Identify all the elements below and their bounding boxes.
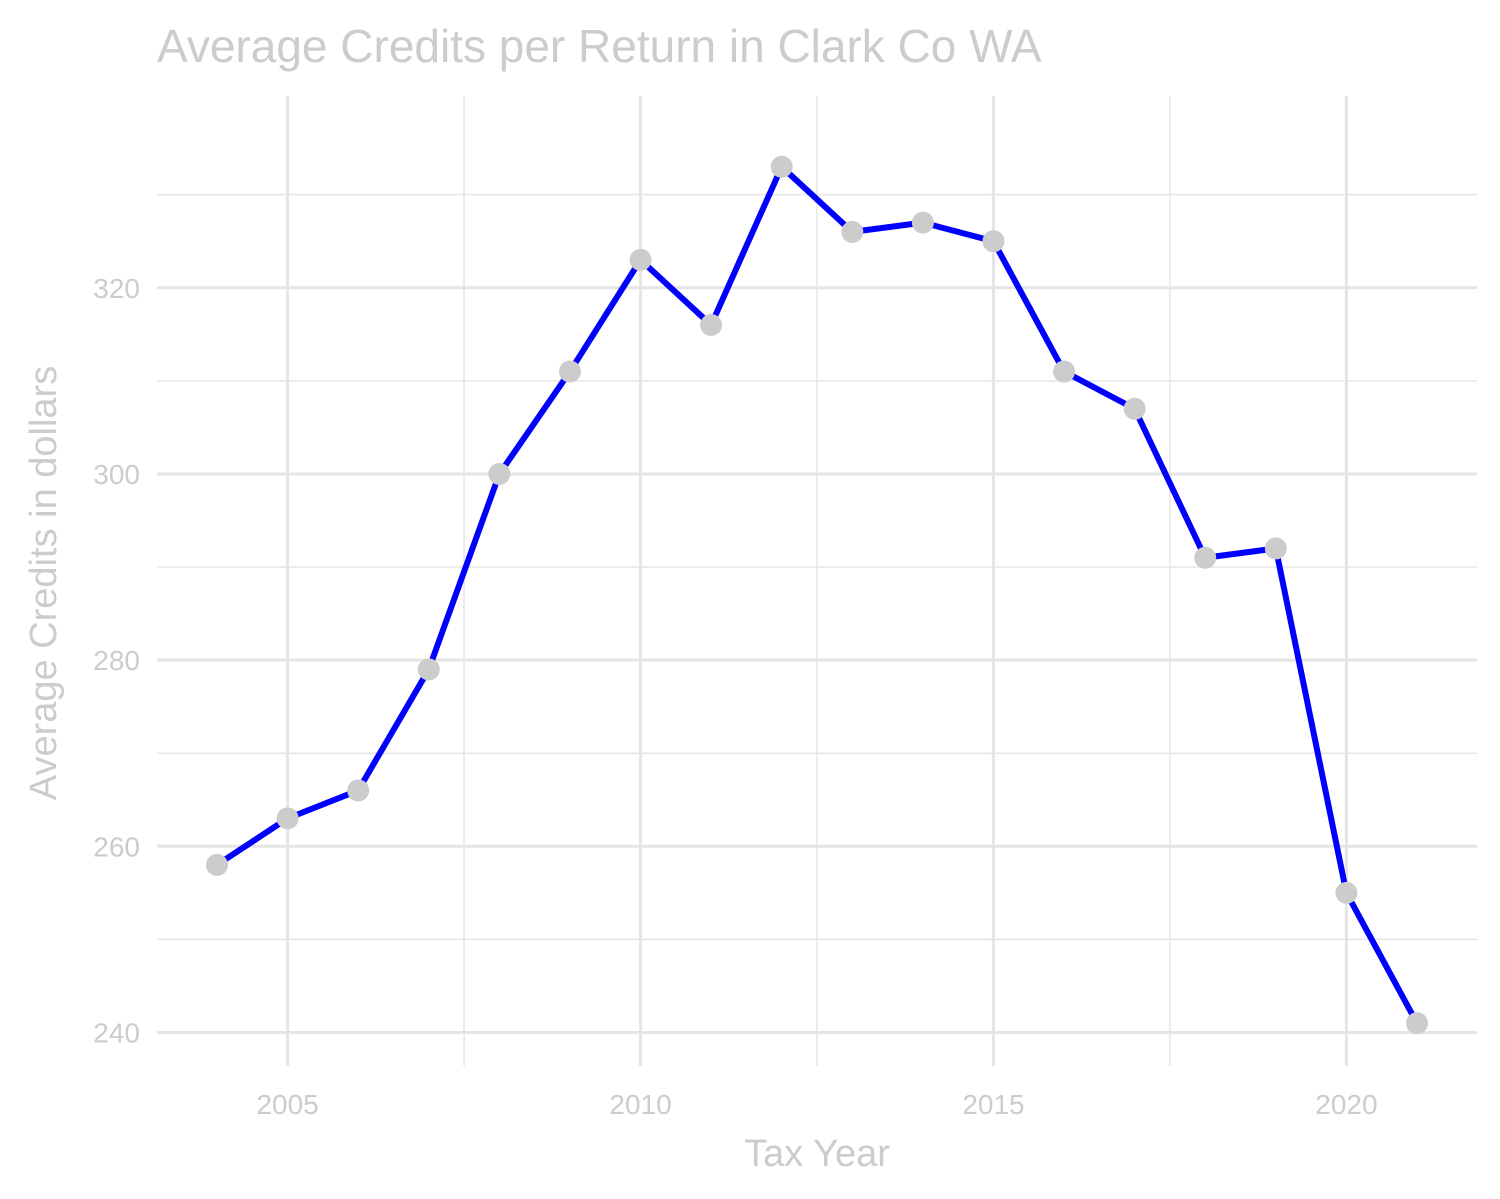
series-line [214,163,1420,1027]
y-axis-ticks: 240 260 280 300 320 [93,273,140,1049]
data-point [1335,881,1358,904]
data-point [1194,546,1217,569]
y-tick-label: 240 [93,1017,140,1048]
data-point [347,779,370,802]
x-tick-label: 2005 [256,1089,318,1120]
data-point [1264,537,1287,560]
minor-gridlines [157,96,1477,1066]
data-point [1123,397,1146,420]
y-tick-label: 280 [93,645,140,676]
chart-title: Average Credits per Return in Clark Co W… [157,20,1042,72]
data-point [700,314,723,337]
data-point [417,658,440,681]
data-point [488,462,511,485]
data-point [911,211,934,234]
data-point [276,807,299,830]
series-layer [214,163,1420,1027]
x-tick-label: 2020 [1315,1089,1377,1120]
y-axis-title: Average Credits in dollars [23,366,65,800]
data-point [629,248,652,271]
y-tick-label: 260 [93,831,140,862]
y-tick-label: 320 [93,273,140,304]
data-point [558,360,581,383]
x-tick-label: 2010 [609,1089,671,1120]
major-gridlines [157,96,1477,1066]
points-layer [206,155,1428,1035]
data-point [770,155,793,178]
x-axis-title: Tax Year [744,1133,890,1175]
data-point [1053,360,1076,383]
data-point [206,853,228,876]
data-point [1406,1012,1428,1035]
x-axis-ticks: 2005 2010 2015 2020 [256,1089,1377,1120]
y-tick-label: 300 [93,459,140,490]
data-point [982,230,1005,253]
x-tick-label: 2015 [962,1089,1024,1120]
data-point [841,220,864,243]
